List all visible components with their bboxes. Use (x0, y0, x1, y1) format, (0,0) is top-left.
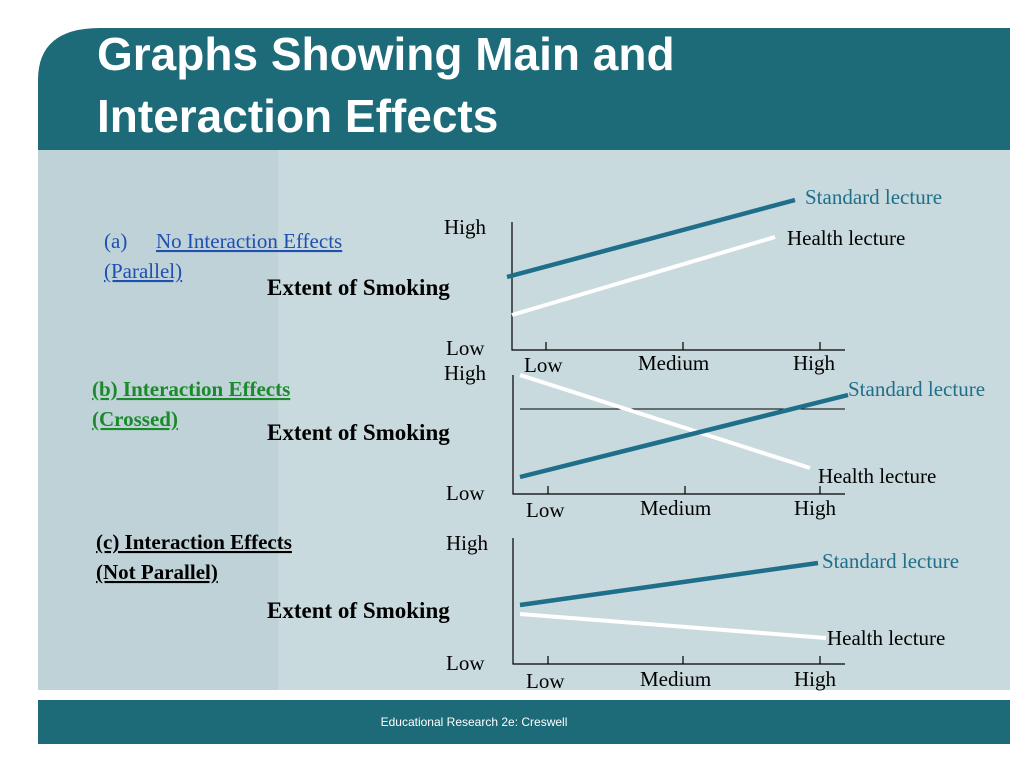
series-label: Standard lecture (822, 549, 959, 573)
x-label: High (794, 667, 837, 691)
standard-line (519, 392, 849, 480)
x-label: Medium (640, 667, 711, 691)
tick-marks (547, 656, 821, 664)
x-label: High (793, 351, 836, 375)
axes (512, 538, 845, 665)
panel-label: (b) Interaction Effects (92, 377, 290, 401)
background-shade (38, 150, 278, 690)
y-high-label: High (444, 361, 487, 385)
y-high-label: High (446, 531, 489, 555)
axes (512, 375, 845, 495)
x-label: Low (526, 498, 565, 522)
y-low-label: Low (446, 481, 485, 505)
y-axis-label: Extent of Smoking (267, 275, 450, 300)
series-label: Health lecture (827, 626, 945, 650)
x-label: Low (526, 669, 565, 693)
panel-label: (c) Interaction Effects (96, 530, 292, 554)
footer-text: Educational Research 2e: Creswell (381, 715, 568, 729)
health-line (519, 373, 811, 470)
panel-label: (Not Parallel) (96, 560, 218, 584)
x-label: High (794, 496, 837, 520)
x-label: Medium (640, 496, 711, 520)
footer-band (38, 700, 1010, 744)
axes (511, 222, 845, 351)
x-label: Low (524, 353, 563, 377)
series-label: Standard lecture (805, 185, 942, 209)
y-axis-label: Extent of Smoking (267, 420, 450, 445)
tick-marks (545, 342, 821, 350)
panel-label: (Crossed) (92, 407, 178, 431)
series-label: Standard lecture (848, 377, 985, 401)
y-axis-label: Extent of Smoking (267, 598, 450, 623)
panel-label-link[interactable]: (Parallel) (104, 259, 182, 283)
title-line: Interaction Effects (97, 90, 498, 142)
y-low-label: Low (446, 336, 485, 360)
series-label: Health lecture (818, 464, 936, 488)
y-low-label: Low (446, 651, 485, 675)
series-label: Health lecture (787, 226, 905, 250)
y-high-label: High (444, 215, 487, 239)
standard-line (519, 560, 819, 608)
health-line (519, 612, 827, 640)
panel-label-link[interactable]: No Interaction Effects (156, 229, 342, 253)
standard-line (506, 197, 796, 280)
x-label: Medium (638, 351, 709, 375)
title-line: Graphs Showing Main and (97, 28, 675, 80)
title-band (38, 28, 1010, 150)
tick-marks (547, 486, 821, 494)
panel-label: (a) (104, 229, 127, 253)
health-line (511, 235, 776, 317)
